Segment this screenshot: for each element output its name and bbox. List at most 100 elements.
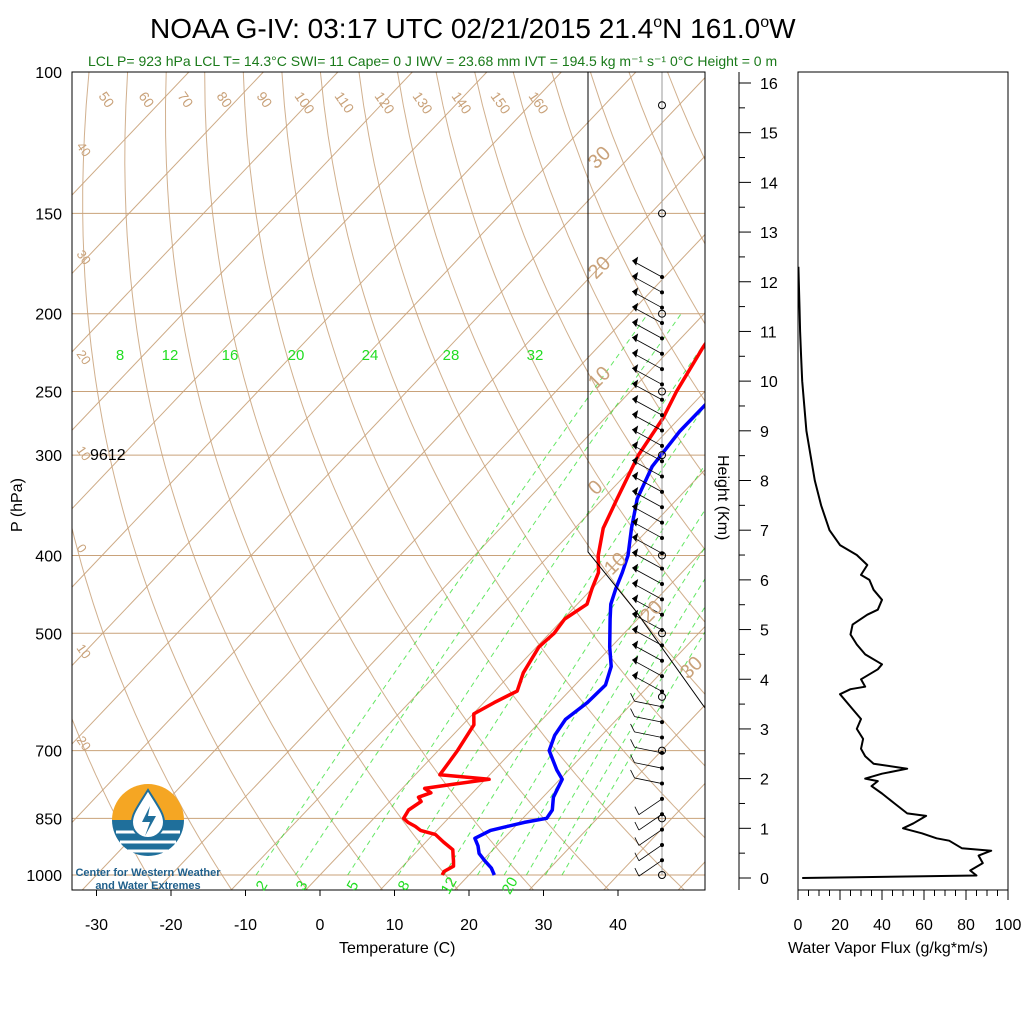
wind-barb-flag <box>632 472 638 481</box>
logo-emblem-icon <box>112 784 184 856</box>
mixing-ratio-line <box>398 314 767 875</box>
x-tick--10: -10 <box>234 917 257 934</box>
height-tick-8: 8 <box>760 474 769 491</box>
x-tick-10: 10 <box>386 917 404 934</box>
flux-tick-40: 40 <box>873 917 891 934</box>
height-tick-0: 0 <box>760 871 769 888</box>
isotherm-label-right: 30 <box>584 142 615 173</box>
wind-barb-flag <box>632 594 638 603</box>
y-tick-100: 100 <box>35 65 62 82</box>
wind-barb-flag <box>632 579 638 588</box>
mixing-ratio-line <box>348 314 725 875</box>
wind-barb-shaft <box>639 799 662 815</box>
isotherm-label-top: 60 <box>136 89 158 111</box>
flux-tick-20: 20 <box>831 917 849 934</box>
wind-barb-flag <box>632 395 638 404</box>
y-tick-1000: 1000 <box>26 868 62 885</box>
logo-text-line2: and Water Extremes <box>95 880 200 892</box>
mixing-label-bottom: 3 <box>293 878 312 894</box>
isotherm-label-top: 100 <box>292 89 319 117</box>
flux-tick-0: 0 <box>794 917 803 934</box>
isotherm-line <box>380 72 1024 890</box>
isotherm-label-top: 110 <box>332 89 358 117</box>
isotherm-label-top: 70 <box>175 89 197 111</box>
wind-barb-feather <box>635 807 639 815</box>
mixing-ratio-line <box>478 314 834 875</box>
height-tick-10: 10 <box>760 374 778 391</box>
wind-barb-shaft <box>635 717 662 723</box>
adiabat-line <box>860 72 1024 892</box>
isotherm-line <box>529 72 1024 890</box>
isotherm-line <box>0 72 636 890</box>
isotherm-label-top: 90 <box>254 89 276 111</box>
adiabat-line <box>320 72 762 892</box>
mixing-label-bottom: 12 <box>438 874 461 897</box>
wind-barb-flag <box>632 272 638 281</box>
temperature-profile-line <box>404 287 743 876</box>
wind-barb-flag <box>632 625 638 634</box>
height-tick-9: 9 <box>760 424 769 441</box>
mixing-label-bottom: 2 <box>253 878 272 894</box>
isotherm-line <box>157 72 934 890</box>
adiabat-line <box>552 72 1024 892</box>
adiabat-line <box>899 72 1024 892</box>
height-tick-7: 7 <box>760 523 769 540</box>
wind-barb-flag <box>632 410 638 419</box>
height-tick-11: 11 <box>760 324 777 341</box>
x-tick-0: 0 <box>316 917 325 934</box>
flux-tick-100: 100 <box>995 917 1022 934</box>
wind-barb-feather <box>635 822 639 830</box>
mixing-label-top: 28 <box>443 347 460 364</box>
mixing-label-top: 24 <box>362 347 379 364</box>
y-tick-200: 200 <box>35 307 62 324</box>
adiabat-line <box>822 72 1024 892</box>
chart-subtitle: LCL P= 923 hPa LCL T= 14.3°C SWI= 11 Cap… <box>88 53 777 69</box>
mixing-label-top: 12 <box>162 347 179 364</box>
x-tick--20: -20 <box>159 917 182 934</box>
isotherm-label-top: 80 <box>214 89 236 111</box>
isotherm-label-right: 30 <box>676 652 707 683</box>
height-tick-12: 12 <box>760 275 778 292</box>
adiabat-line <box>166 72 460 892</box>
mixing-label-top: 32 <box>527 347 544 364</box>
isotherm-label-top: 140 <box>449 89 476 117</box>
x-axis-label: Temperature (C) <box>339 940 455 957</box>
adiabat-line <box>83 72 309 892</box>
isotherm-label-left: 30 <box>74 247 95 267</box>
wind-barb-feather <box>631 770 635 778</box>
height-tick-15: 15 <box>760 126 778 143</box>
isotherm-line <box>306 72 1024 890</box>
dry-adiabat-lines <box>0 72 1024 892</box>
x-tick-30: 30 <box>535 917 553 934</box>
wind-barb-flag <box>632 640 638 649</box>
mixing-label-bottom: 20 <box>499 874 522 897</box>
height-tick-16: 16 <box>760 76 778 93</box>
flux-profile-line <box>798 267 991 878</box>
mixing-label-bottom: 8 <box>395 878 414 894</box>
y-tick-150: 150 <box>35 206 62 223</box>
y-axis-label: P (hPa) <box>9 478 26 532</box>
isotherm-label-top: 120 <box>372 89 399 117</box>
wind-barb-feather <box>631 709 635 717</box>
adiabat-line <box>125 72 384 892</box>
wind-barb-flag <box>632 257 638 266</box>
y-tick-400: 400 <box>35 548 62 565</box>
isotherm-line <box>0 72 487 890</box>
height-axis-label: Height (Km) <box>714 455 731 540</box>
isotherm-label-top: 130 <box>410 89 437 117</box>
adiabat-line <box>745 72 1024 892</box>
isotherm-line <box>604 72 1024 890</box>
chart-title: NOAA G-IV: 03:17 UTC 02/21/2015 21.4oN 1… <box>150 13 796 44</box>
skewt-frame <box>72 72 705 890</box>
wind-barb-flag <box>632 656 638 665</box>
isotherm-label-left: 10 <box>74 641 95 661</box>
wind-barb-shaft <box>639 830 662 846</box>
wind-barb-shaft <box>635 732 662 738</box>
adiabat-line <box>39 72 233 892</box>
x-tick-40: 40 <box>609 917 627 934</box>
wind-barb-flag <box>632 349 638 358</box>
isotherm-label-top: 50 <box>96 89 118 111</box>
